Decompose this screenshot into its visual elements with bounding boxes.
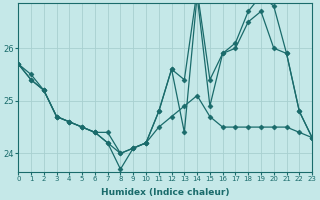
X-axis label: Humidex (Indice chaleur): Humidex (Indice chaleur) <box>101 188 229 197</box>
